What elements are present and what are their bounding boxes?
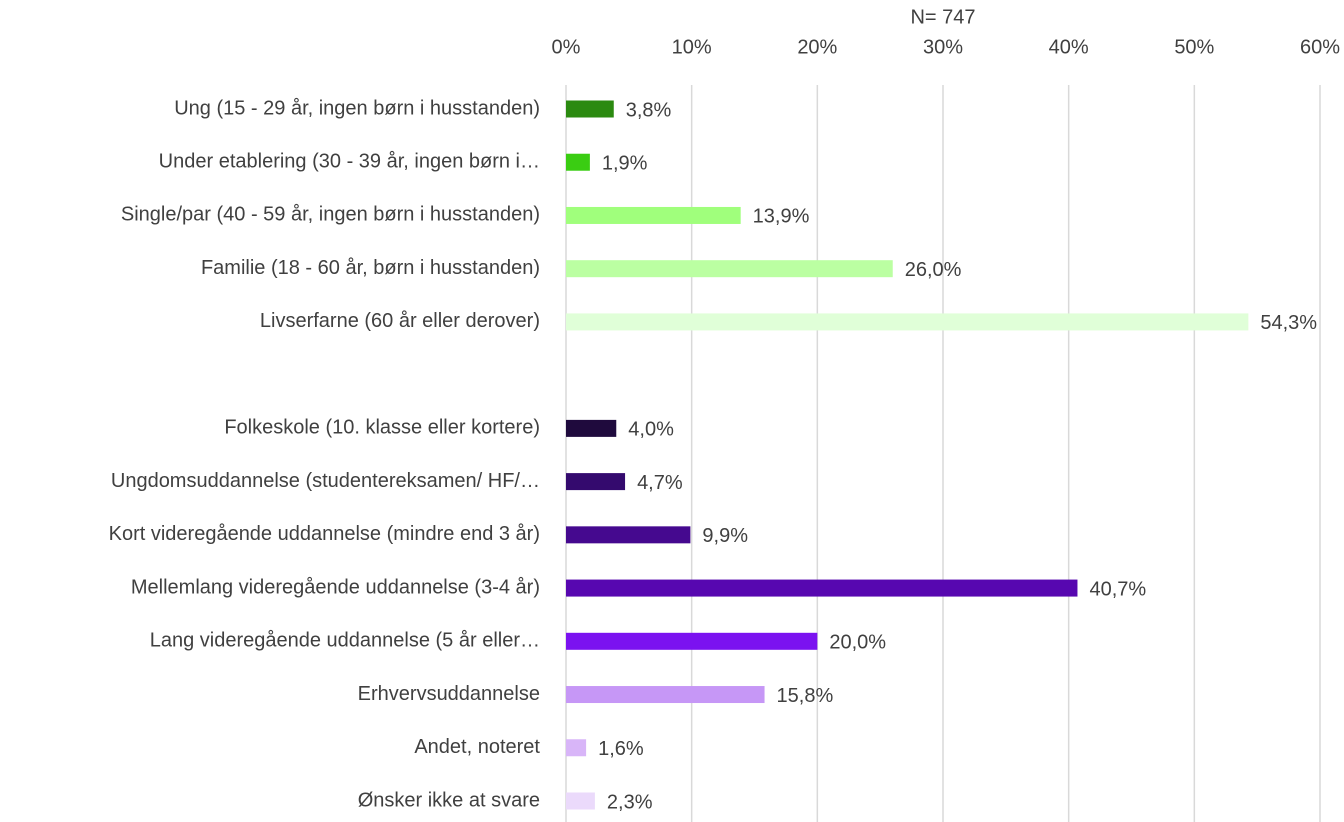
x-tick-label: 20% xyxy=(797,36,837,58)
data-label: 4,7% xyxy=(637,472,683,494)
bar xyxy=(566,632,818,650)
y-tick-label: Familie (18 - 60 år, børn i husstanden) xyxy=(201,257,540,279)
data-label: 4,0% xyxy=(628,419,674,441)
bar xyxy=(566,686,765,704)
data-label: 20,0% xyxy=(829,632,886,654)
data-label: 54,3% xyxy=(1260,312,1317,334)
chart-title: N= 747 xyxy=(910,6,975,28)
y-tick-label: Mellemlang videregående uddannelse (3-4 … xyxy=(131,576,540,598)
bar xyxy=(566,313,1249,331)
bar xyxy=(566,100,614,118)
y-tick-label: Erhvervsuddannelse xyxy=(358,683,540,705)
bar xyxy=(566,153,590,171)
x-tick-label: 10% xyxy=(672,36,712,58)
y-tick-label: Single/par (40 - 59 år, ingen børn i hus… xyxy=(121,204,540,226)
data-label: 2,3% xyxy=(607,791,653,813)
y-tick-label: Ønsker ikke at svare xyxy=(358,789,540,811)
x-tick-label: 50% xyxy=(1174,36,1214,58)
bar xyxy=(566,739,587,757)
data-label: 26,0% xyxy=(905,259,962,281)
x-tick-label: 0% xyxy=(552,36,581,58)
bar xyxy=(566,260,893,278)
x-tick-label: 30% xyxy=(923,36,963,58)
bar xyxy=(566,419,617,437)
bar xyxy=(566,206,741,224)
bar xyxy=(566,579,1078,597)
data-label: 13,9% xyxy=(753,206,810,228)
bar xyxy=(566,526,691,544)
data-label: 1,9% xyxy=(602,153,648,175)
data-label: 1,6% xyxy=(598,738,644,760)
y-tick-label: Livserfarne (60 år eller derover) xyxy=(260,310,540,332)
bar xyxy=(566,792,595,810)
data-label: 3,8% xyxy=(626,99,672,121)
y-tick-label: Under etablering (30 - 39 år, ingen børn… xyxy=(159,151,540,173)
data-label: 40,7% xyxy=(1089,578,1146,600)
data-label: 15,8% xyxy=(777,685,834,707)
x-tick-label: 60% xyxy=(1300,36,1340,58)
y-tick-label: Ungdomsuddannelse (studentereksamen/ HF/… xyxy=(111,470,540,492)
y-tick-label: Folkeskole (10. klasse eller kortere) xyxy=(224,417,540,439)
y-tick-label: Kort videregående uddannelse (mindre end… xyxy=(109,523,540,545)
y-tick-label: Ung (15 - 29 år, ingen børn i husstanden… xyxy=(174,97,540,119)
data-label: 9,9% xyxy=(702,525,748,547)
y-tick-label: Lang videregående uddannelse (5 år eller… xyxy=(150,630,540,652)
x-tick-label: 40% xyxy=(1049,36,1089,58)
y-tick-label: Andet, noteret xyxy=(414,736,540,758)
bar xyxy=(566,473,626,491)
